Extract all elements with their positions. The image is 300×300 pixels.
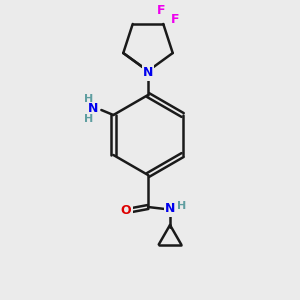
Text: H: H bbox=[177, 201, 187, 211]
Text: N: N bbox=[88, 103, 98, 116]
Text: F: F bbox=[171, 14, 179, 26]
Text: F: F bbox=[157, 4, 166, 17]
Text: H: H bbox=[84, 114, 93, 124]
Text: N: N bbox=[165, 202, 175, 215]
Text: N: N bbox=[143, 67, 153, 80]
Text: H: H bbox=[84, 94, 93, 104]
Text: O: O bbox=[121, 205, 131, 218]
